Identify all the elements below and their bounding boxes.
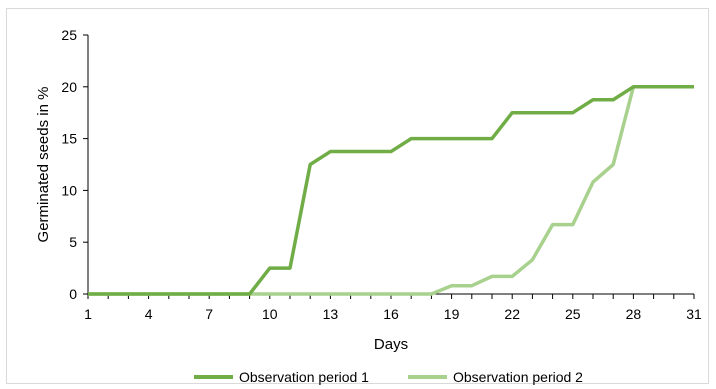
y-tick-label: 10 bbox=[61, 182, 77, 198]
x-tick-label: 28 bbox=[626, 306, 642, 322]
x-tick-label: 4 bbox=[145, 306, 153, 322]
x-axis-title: Days bbox=[374, 336, 408, 353]
x-tick-label: 1 bbox=[84, 306, 92, 322]
x-tick-label: 31 bbox=[686, 306, 702, 322]
y-tick-labels: 0 5 10 15 20 25 bbox=[61, 27, 88, 302]
y-axis-title: Germinated seeds in % bbox=[35, 87, 52, 243]
x-tick-label: 16 bbox=[383, 306, 399, 322]
chart-frame bbox=[6, 8, 709, 384]
y-tick-label: 20 bbox=[61, 79, 77, 95]
y-tick-label: 0 bbox=[69, 286, 77, 302]
legend-label-period-1: Observation period 1 bbox=[239, 369, 369, 385]
x-tick-label: 19 bbox=[444, 306, 460, 322]
y-tick-label: 25 bbox=[61, 27, 77, 43]
legend-label-period-2: Observation period 2 bbox=[453, 369, 583, 385]
series-line-period-1 bbox=[88, 85, 694, 296]
x-tick-label: 13 bbox=[323, 306, 339, 322]
axes bbox=[87, 35, 694, 295]
legend: Observation period 1 Observation period … bbox=[194, 369, 583, 385]
series-lines bbox=[88, 85, 694, 296]
y-tick-label: 15 bbox=[61, 131, 77, 147]
x-tick-label: 25 bbox=[565, 306, 581, 322]
y-tick-label: 5 bbox=[69, 234, 77, 250]
x-tick-label: 22 bbox=[504, 306, 520, 322]
x-tick-labels: 1 4 7 10 13 16 19 22 25 28 31 bbox=[84, 294, 702, 322]
x-tick-label: 7 bbox=[205, 306, 213, 322]
x-tick-label: 10 bbox=[262, 306, 278, 322]
series-line-period-2 bbox=[88, 86, 636, 296]
